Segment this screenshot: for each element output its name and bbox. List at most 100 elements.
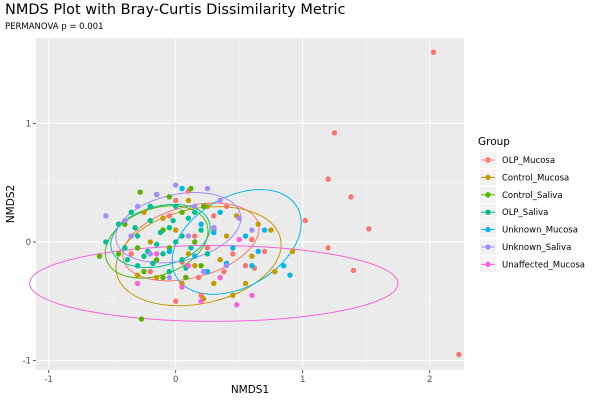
point-olp-mucosa — [261, 248, 268, 255]
point-unknown-saliva — [147, 251, 154, 257]
point-control-mucosa — [153, 274, 160, 281]
point-olp-saliva — [179, 257, 185, 263]
point-olp-mucosa — [173, 197, 179, 204]
point-control-mucosa — [192, 262, 198, 269]
point-olp-saliva — [124, 257, 131, 263]
x-tick-label: 0 — [173, 375, 178, 385]
point-control-saliva — [134, 245, 141, 251]
point-olp-mucosa — [223, 203, 230, 210]
point-unknown-saliva — [173, 182, 179, 188]
chart-subtitle: PERMANOVA p = 0.001 — [5, 22, 104, 32]
chart-title: NMDS Plot with Bray-Curtis Dissimilarity… — [5, 2, 346, 18]
point-unknown-mucosa — [255, 248, 261, 255]
point-unaffected-mucosa — [249, 292, 255, 298]
point-unknown-saliva — [249, 227, 255, 233]
point-olp-saliva — [170, 217, 176, 224]
point-unaffected-mucosa — [236, 236, 242, 243]
point-olp-saliva — [166, 225, 173, 231]
point-control-saliva — [138, 316, 145, 322]
point-olp-mucosa — [211, 213, 217, 219]
y-tick-labels: -1 0 1 — [23, 119, 31, 366]
y-tick-label: 1 — [26, 119, 31, 129]
point-olp-mucosa — [249, 236, 255, 243]
legend-dot-unaffected-mucosa — [485, 261, 491, 268]
point-olp-mucosa — [456, 351, 462, 358]
point-control-saliva — [153, 257, 160, 263]
legend-label-control-mucosa: Control_Mucosa — [502, 173, 569, 183]
point-unknown-mucosa — [211, 229, 217, 236]
point-unknown-saliva — [103, 213, 109, 219]
legend-label-unknown-saliva: Unknown_Saliva — [502, 243, 571, 253]
point-olp-saliva — [157, 229, 164, 236]
point-unaffected-mucosa — [233, 302, 240, 308]
point-unaffected-mucosa — [185, 262, 192, 269]
y-axis-title: NMDS2 — [5, 185, 17, 223]
point-olp-saliva — [153, 241, 160, 248]
point-olp-saliva — [128, 209, 134, 215]
point-unknown-saliva — [192, 203, 198, 210]
legend-label-olp-mucosa: OLP_Mucosa — [502, 156, 555, 166]
point-olp-mucosa — [230, 251, 236, 257]
ellipse-control-mucosa — [115, 206, 282, 307]
point-olp-mucosa — [348, 194, 354, 200]
point-olp-mucosa — [166, 213, 173, 219]
point-olp-saliva — [204, 251, 211, 257]
point-unknown-saliva — [217, 197, 223, 204]
point-olp-saliva — [185, 215, 192, 221]
point-olp-mucosa — [173, 298, 179, 304]
point-unaffected-mucosa — [153, 251, 160, 257]
point-control-saliva — [179, 209, 185, 215]
point-unknown-mucosa — [230, 245, 236, 251]
point-control-mucosa — [242, 280, 249, 287]
legend-dot-control-mucosa — [485, 174, 491, 181]
point-control-saliva — [166, 194, 173, 200]
x-tick-label: -1 — [44, 375, 52, 385]
point-unknown-mucosa — [204, 268, 211, 275]
point-olp-saliva — [150, 260, 156, 266]
point-olp-mucosa — [350, 267, 357, 274]
data-points — [96, 49, 462, 358]
point-olp-saliva — [103, 239, 109, 245]
point-olp-saliva — [173, 203, 179, 210]
point-control-mucosa — [204, 203, 211, 210]
legend-dot-olp-mucosa — [485, 157, 491, 163]
point-control-saliva — [183, 274, 189, 281]
point-control-mucosa — [255, 221, 261, 227]
point-unknown-saliva — [128, 233, 134, 239]
point-unknown-mucosa — [166, 248, 173, 255]
legend-dot-olp-saliva — [485, 209, 491, 215]
point-olp-saliva — [173, 239, 179, 245]
point-olp-mucosa — [302, 217, 308, 224]
point-olp-mucosa — [430, 49, 437, 55]
point-olp-saliva — [147, 203, 154, 210]
point-olp-saliva — [160, 251, 166, 257]
point-control-saliva — [188, 185, 194, 192]
point-control-mucosa — [141, 209, 147, 215]
legend-label-control-saliva: Control_Saliva — [502, 191, 563, 201]
point-unknown-mucosa — [217, 209, 223, 215]
legend-dot-unknown-mucosa — [485, 226, 491, 233]
point-unknown-saliva — [236, 215, 242, 221]
plot-panel — [36, 38, 464, 370]
point-unaffected-mucosa — [198, 298, 204, 304]
point-olp-mucosa — [221, 268, 227, 275]
point-control-mucosa — [160, 215, 166, 221]
point-olp-mucosa — [204, 245, 211, 251]
point-unknown-mucosa — [249, 262, 255, 269]
point-unknown-saliva — [166, 274, 173, 281]
point-olp-mucosa — [331, 130, 338, 136]
point-control-mucosa — [289, 248, 296, 255]
point-unaffected-mucosa — [134, 280, 141, 287]
point-unknown-mucosa — [192, 253, 198, 259]
point-olp-saliva — [134, 262, 141, 269]
point-olp-mucosa — [242, 262, 249, 269]
point-unaffected-mucosa — [179, 284, 185, 290]
point-control-mucosa — [173, 227, 179, 233]
point-unknown-mucosa — [242, 233, 249, 239]
point-control-saliva — [200, 203, 207, 210]
ellipse-unaffected-mucosa — [29, 245, 399, 322]
point-olp-saliva — [147, 217, 154, 224]
point-olp-saliva — [179, 233, 185, 239]
axis-ticks — [33, 122, 431, 373]
point-olp-saliva — [122, 245, 128, 251]
